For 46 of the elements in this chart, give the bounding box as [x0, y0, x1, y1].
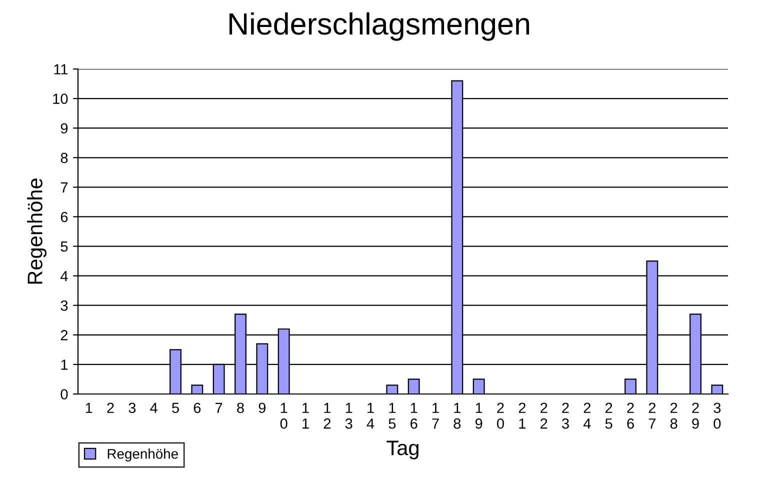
y-axis-title: Regenhöhe	[27, 178, 47, 284]
y-tick-label: 4	[60, 271, 68, 282]
chart-title: Niederschlagsmengen	[230, 12, 530, 41]
y-tick-label: 8	[60, 152, 68, 164]
x-tick-label: 17	[432, 402, 439, 429]
x-tick-label: 26	[627, 402, 634, 429]
x-tick-label: 21	[518, 402, 526, 429]
x-tick-label: 29	[692, 402, 699, 429]
x-tick-label: 23	[562, 402, 569, 429]
y-tick-label: 10	[53, 94, 68, 104]
y-tick-label: 1	[61, 360, 68, 370]
x-tick-label: 4	[150, 402, 158, 413]
x-tick-label: 6	[194, 402, 201, 414]
x-tick-label: 7	[216, 402, 222, 413]
y-tick-label: 2	[60, 330, 68, 340]
x-tick-label: 9	[258, 402, 266, 414]
y-tick-label: 6	[60, 212, 68, 222]
x-tick-label: 1	[86, 402, 92, 413]
x-tick-label: 28	[670, 402, 678, 429]
x-tick-label: 5	[172, 402, 179, 414]
x-tick-label: 1 2	[324, 402, 331, 429]
y-tick-label: 3	[60, 300, 68, 311]
x-tick-label: 25	[605, 402, 612, 429]
x-tick-label: 27	[648, 402, 656, 429]
y-tick-label: 9	[60, 123, 68, 134]
x-tick-label: 11	[302, 402, 309, 429]
x-tick-label: 19	[475, 402, 482, 429]
x-tick-label: 14	[366, 402, 374, 429]
x-tick-label: 13	[345, 402, 352, 429]
x-tick-label: 3	[128, 402, 136, 414]
x-tick-label: 20	[497, 402, 504, 429]
y-tick-label: 0	[60, 389, 68, 400]
x-tick-label: 24	[583, 402, 591, 429]
x-axis-title: Tag	[386, 440, 418, 460]
y-tick-label: 5	[60, 242, 68, 252]
x-tick-label: 30	[714, 402, 721, 429]
y-tick-label: 7	[60, 182, 68, 192]
x-tick-label: 2	[107, 402, 114, 413]
x-tick-label: 22	[540, 402, 548, 429]
x-tick-label: 18	[454, 402, 461, 429]
x-tick-label: 16	[410, 402, 418, 429]
x-tick-label: 10	[280, 402, 288, 429]
y-tick-label: 11	[54, 64, 68, 74]
x-tick-label: 15	[388, 402, 396, 429]
x-tick-label: 8	[237, 402, 244, 414]
legend-label: Regenhöhe	[108, 448, 178, 462]
